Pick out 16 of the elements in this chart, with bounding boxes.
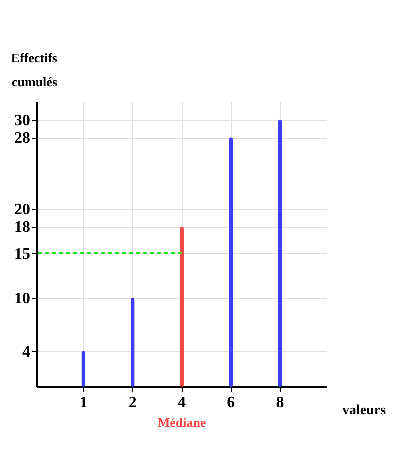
x-tick-label: 1 bbox=[80, 394, 88, 412]
x-axis-title: valeurs bbox=[342, 404, 387, 418]
text: Médiane bbox=[158, 415, 206, 430]
y-tick-label: 18 bbox=[14, 219, 30, 236]
bar bbox=[180, 226, 184, 387]
x-tick-label: 4 bbox=[178, 394, 186, 412]
y-tick-label: 10 bbox=[14, 290, 30, 308]
y-tick-label: 30 bbox=[14, 112, 30, 130]
y-axis-title: Effectifs cumulés bbox=[11, 50, 58, 90]
x-tick-label: 2 bbox=[128, 394, 137, 412]
x-tick-label: 6 bbox=[227, 394, 236, 412]
y-tick-label: 4 bbox=[22, 344, 30, 361]
x-tick-label: 8 bbox=[276, 394, 284, 412]
y-tick-label: 20 bbox=[14, 201, 30, 218]
y-tick-label: 28 bbox=[14, 130, 30, 148]
y-tick-label: 15 bbox=[14, 246, 30, 263]
